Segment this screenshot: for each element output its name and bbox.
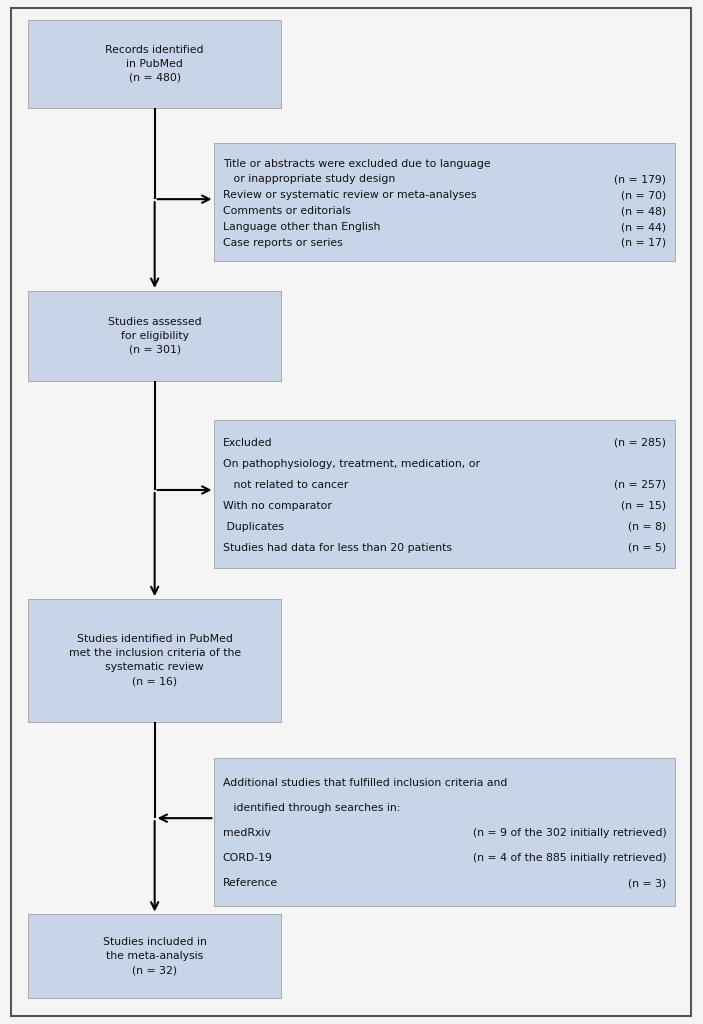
Text: Case reports or series: Case reports or series: [223, 238, 342, 248]
Bar: [28, 20, 281, 108]
Bar: [214, 420, 675, 568]
Text: not related to cancer: not related to cancer: [223, 479, 348, 489]
Text: identified through searches in:: identified through searches in:: [223, 803, 400, 813]
Text: Studies assessed
for eligibility
(n = 301): Studies assessed for eligibility (n = 30…: [108, 316, 202, 355]
Text: CORD-19: CORD-19: [223, 853, 273, 863]
Text: Language other than English: Language other than English: [223, 222, 380, 232]
Text: Review or systematic review or meta-analyses: Review or systematic review or meta-anal…: [223, 190, 477, 201]
Text: Title or abstracts were excluded due to language: Title or abstracts were excluded due to …: [223, 159, 491, 169]
Text: (n = 9 of the 302 initially retrieved): (n = 9 of the 302 initially retrieved): [472, 828, 666, 838]
Text: Studies included in
the meta-analysis
(n = 32): Studies included in the meta-analysis (n…: [103, 937, 207, 976]
Text: With no comparator: With no comparator: [223, 501, 332, 511]
Text: (n = 4 of the 885 initially retrieved): (n = 4 of the 885 initially retrieved): [473, 853, 666, 863]
Text: or inappropriate study design: or inappropriate study design: [223, 174, 395, 184]
Text: (n = 5): (n = 5): [628, 543, 666, 553]
Text: (n = 70): (n = 70): [621, 190, 666, 201]
Text: (n = 179): (n = 179): [614, 174, 666, 184]
Bar: [214, 143, 675, 261]
Text: (n = 285): (n = 285): [614, 437, 666, 447]
Text: medRxiv: medRxiv: [223, 828, 271, 838]
Text: Duplicates: Duplicates: [223, 521, 284, 531]
Text: (n = 15): (n = 15): [621, 501, 666, 511]
Text: (n = 8): (n = 8): [628, 521, 666, 531]
Text: Comments or editorials: Comments or editorials: [223, 206, 351, 216]
Bar: [28, 599, 281, 722]
Text: (n = 48): (n = 48): [621, 206, 666, 216]
Text: (n = 17): (n = 17): [621, 238, 666, 248]
Bar: [28, 291, 281, 381]
Text: Additional studies that fulfilled inclusion criteria and: Additional studies that fulfilled inclus…: [223, 777, 508, 787]
Text: On pathophysiology, treatment, medication, or: On pathophysiology, treatment, medicatio…: [223, 459, 480, 469]
Text: Studies had data for less than 20 patients: Studies had data for less than 20 patien…: [223, 543, 452, 553]
Text: (n = 257): (n = 257): [614, 479, 666, 489]
Bar: [214, 758, 675, 906]
Text: Records identified
in PubMed
(n = 480): Records identified in PubMed (n = 480): [105, 45, 204, 83]
Text: (n = 3): (n = 3): [628, 879, 666, 889]
Bar: [28, 914, 281, 998]
Text: Reference: Reference: [223, 879, 278, 889]
Text: Studies identified in PubMed
met the inclusion criteria of the
systematic review: Studies identified in PubMed met the inc…: [69, 635, 240, 686]
Text: Excluded: Excluded: [223, 437, 273, 447]
Text: (n = 44): (n = 44): [621, 222, 666, 232]
